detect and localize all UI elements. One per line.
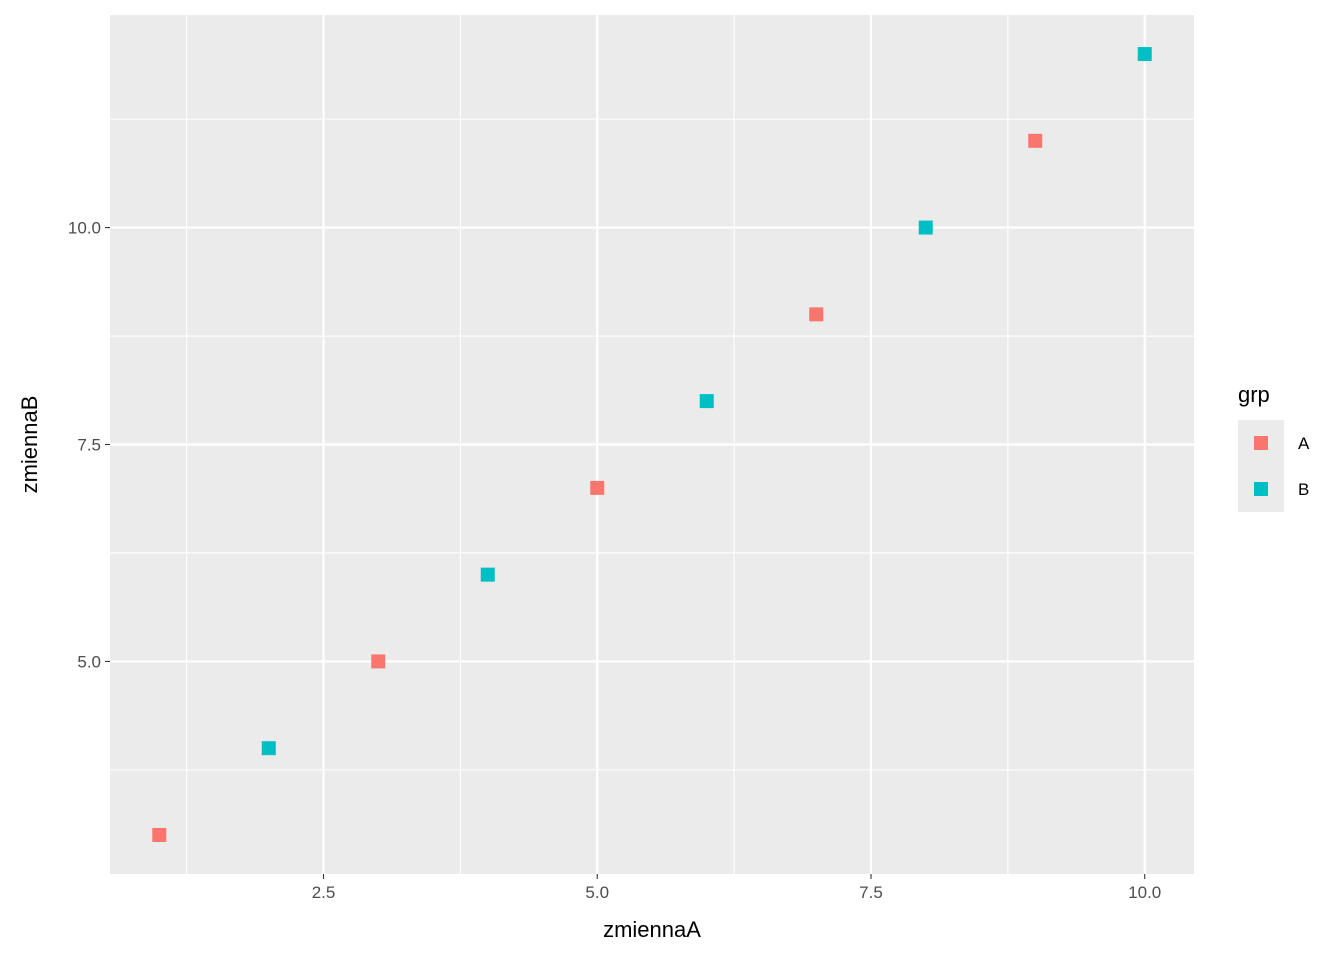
legend-label-b: B bbox=[1298, 480, 1309, 499]
legend-key-a bbox=[1254, 436, 1268, 450]
x-tick-label: 2.5 bbox=[312, 883, 336, 902]
y-tick-label: 7.5 bbox=[77, 436, 101, 455]
data-point-b bbox=[918, 220, 933, 235]
x-tick-label: 7.5 bbox=[859, 883, 883, 902]
legend-items: AB bbox=[1254, 434, 1310, 499]
y-tick-label: 10.0 bbox=[68, 219, 101, 238]
y-axis-title: zmiennaB bbox=[17, 396, 42, 494]
legend: grp AB bbox=[1238, 382, 1310, 512]
y-axis: 5.0 7.5 10.0 bbox=[68, 219, 110, 671]
x-tick-label: 5.0 bbox=[585, 883, 609, 902]
data-point-a bbox=[1028, 133, 1043, 148]
x-axis: 2.5 5.0 7.5 10.0 bbox=[312, 874, 1161, 902]
data-point-a bbox=[809, 307, 824, 322]
legend-title: grp bbox=[1238, 382, 1270, 407]
x-tick-label: 10.0 bbox=[1128, 883, 1161, 902]
legend-key-b bbox=[1254, 482, 1268, 496]
major-gridlines bbox=[110, 15, 1194, 874]
data-point-b bbox=[261, 741, 276, 756]
legend-keys-background bbox=[1238, 420, 1284, 512]
data-points bbox=[152, 47, 1152, 842]
y-tick-label: 5.0 bbox=[77, 652, 101, 671]
x-axis-title: zmiennaA bbox=[603, 917, 701, 942]
data-point-a bbox=[590, 480, 605, 495]
data-point-b bbox=[1137, 47, 1152, 62]
legend-label-a: A bbox=[1298, 434, 1310, 453]
data-point-a bbox=[152, 827, 167, 842]
data-point-b bbox=[699, 394, 714, 409]
data-point-a bbox=[371, 654, 386, 669]
data-point-b bbox=[480, 567, 495, 582]
